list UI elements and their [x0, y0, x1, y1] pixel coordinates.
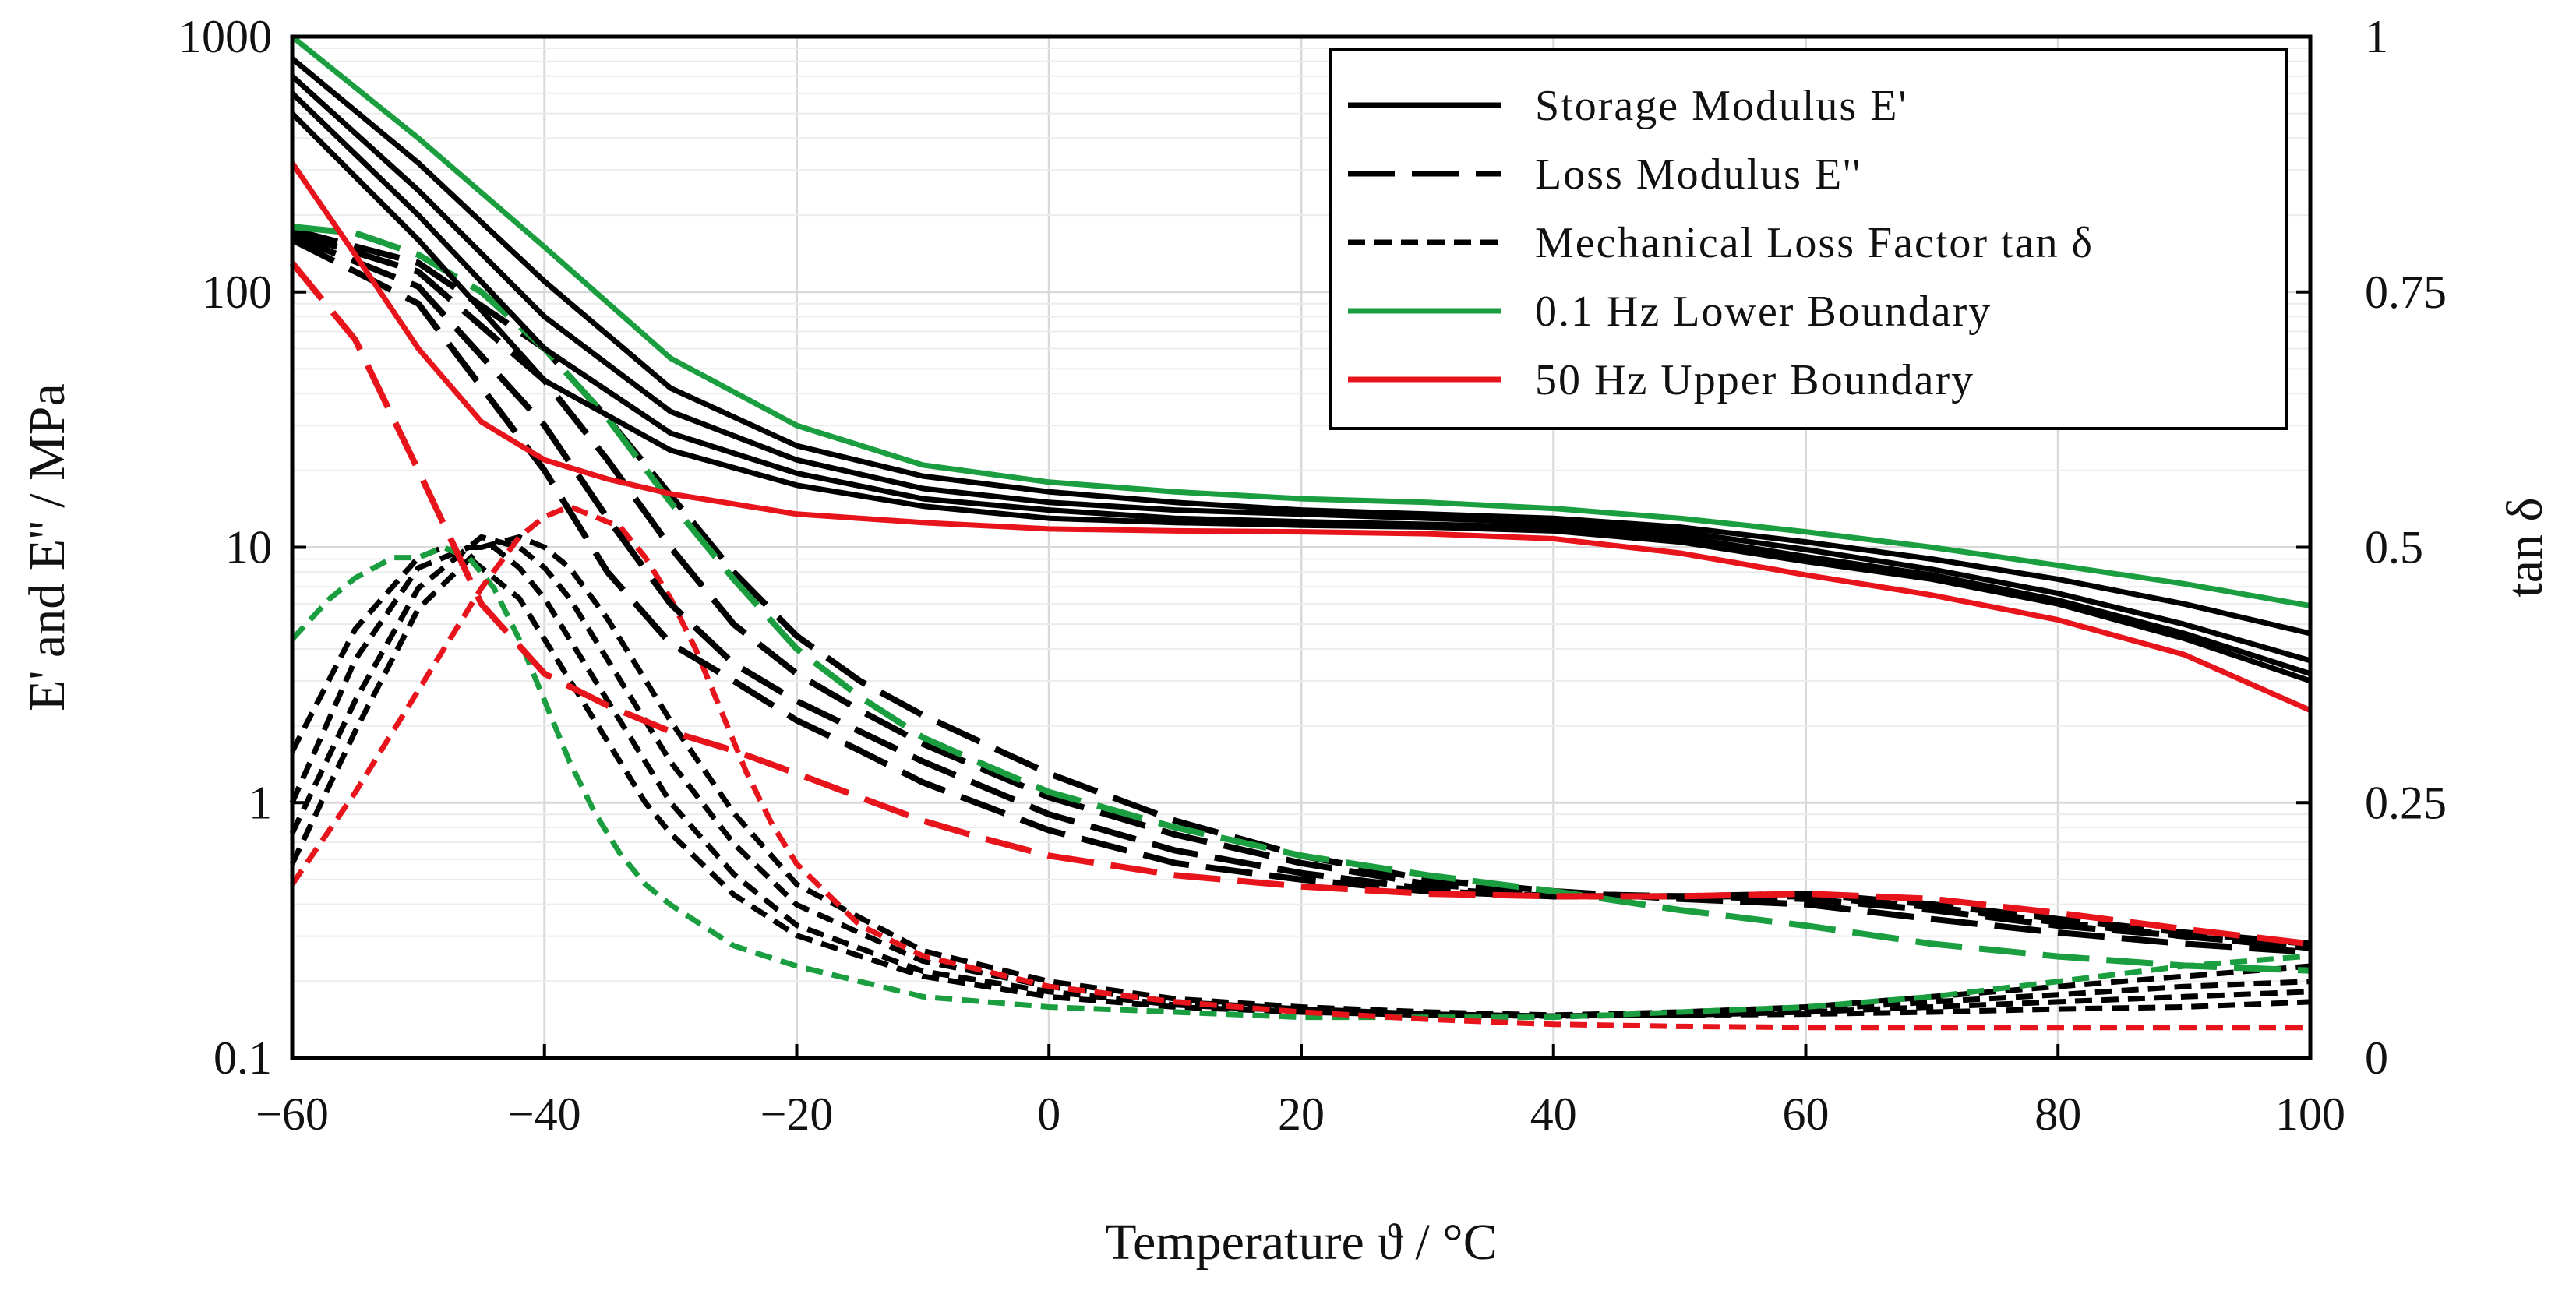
- series-line-e-0-1-hz: [290, 34, 2311, 609]
- series-line-e-intermediate-3: [290, 91, 2312, 677]
- series-line-e-intermediate-2: [291, 230, 2311, 951]
- series-line-tan-intermediate-4: [289, 534, 2311, 1018]
- series-line-e-50-hz: [289, 260, 2311, 947]
- y-right-tick-label-0: 0: [2365, 1032, 2388, 1084]
- x-tick-label-5: 40: [1530, 1088, 1577, 1140]
- x-tick-label-7: 80: [2034, 1088, 2081, 1140]
- axis-ticks: [291, 35, 2312, 1060]
- y-right-tick-label-3: 0.75: [2365, 266, 2447, 318]
- y-axis-right-title: tan δ: [2497, 497, 2553, 597]
- y-left-tick-label-0: 0.1: [213, 1032, 272, 1084]
- y-left-tick-label-3: 100: [202, 266, 272, 318]
- series-line-e-intermediate-3: [291, 233, 2311, 951]
- series-line-tan-50-hz: [290, 503, 2310, 1031]
- y-right-tick-label-1: 0.25: [2365, 777, 2447, 828]
- series-line-e-intermediate-2: [290, 74, 2311, 664]
- x-axis-title: Temperature ϑ / °C: [1105, 1214, 1497, 1271]
- legend-label-storage: Storage Modulus E': [1535, 82, 1908, 130]
- y-left-tick-label-4: 1000: [178, 11, 272, 62]
- x-tick-label-2: −20: [760, 1088, 834, 1140]
- y-right-tick-label-4: 1: [2365, 11, 2388, 62]
- legend-label-tan-delta: Mechanical Loss Factor tan δ: [1535, 219, 2094, 267]
- series-line-tan-intermediate-2: [289, 545, 2311, 1019]
- y-left-tick-label-1: 1: [249, 777, 272, 828]
- x-tick-label-6: 60: [1783, 1088, 1830, 1140]
- x-tick-label-3: 0: [1037, 1088, 1060, 1140]
- series-line-e-intermediate-1: [290, 56, 2311, 637]
- plot-series: [289, 34, 2312, 1031]
- tick-labels: −60 −40 −20 0 20 40 60 80 100 0.1 1 10 100 1000 0 0.25 0…: [178, 11, 2447, 1140]
- legend: Storage Modulus E' Loss Modulus E'' Mech…: [1329, 48, 2288, 430]
- legend-label-loss: Loss Modulus E'': [1535, 150, 1861, 199]
- x-tick-label-1: −40: [508, 1088, 581, 1140]
- legend-label-lower-boundary: 0.1 Hz Lower Boundary: [1535, 287, 1992, 336]
- y-right-tick-label-2: 0.5: [2365, 522, 2423, 573]
- series-line-e-intermediate-4: [291, 237, 2311, 947]
- x-tick-label-0: −60: [256, 1088, 329, 1140]
- legend-label-upper-boundary: 50 Hz Upper Boundary: [1535, 356, 1974, 404]
- series-line-e-50-hz: [290, 161, 2312, 713]
- x-tick-label-4: 20: [1278, 1088, 1325, 1140]
- series-line-tan-0-1-hz: [290, 545, 2311, 1021]
- series-line-e-intermediate-4: [290, 111, 2312, 684]
- legend-box: [1329, 48, 2288, 430]
- y-axis-left-title: E' and E'' / MPa: [19, 383, 76, 711]
- x-tick-label-8: 100: [2275, 1088, 2345, 1140]
- y-left-tick-label-2: 10: [225, 522, 272, 573]
